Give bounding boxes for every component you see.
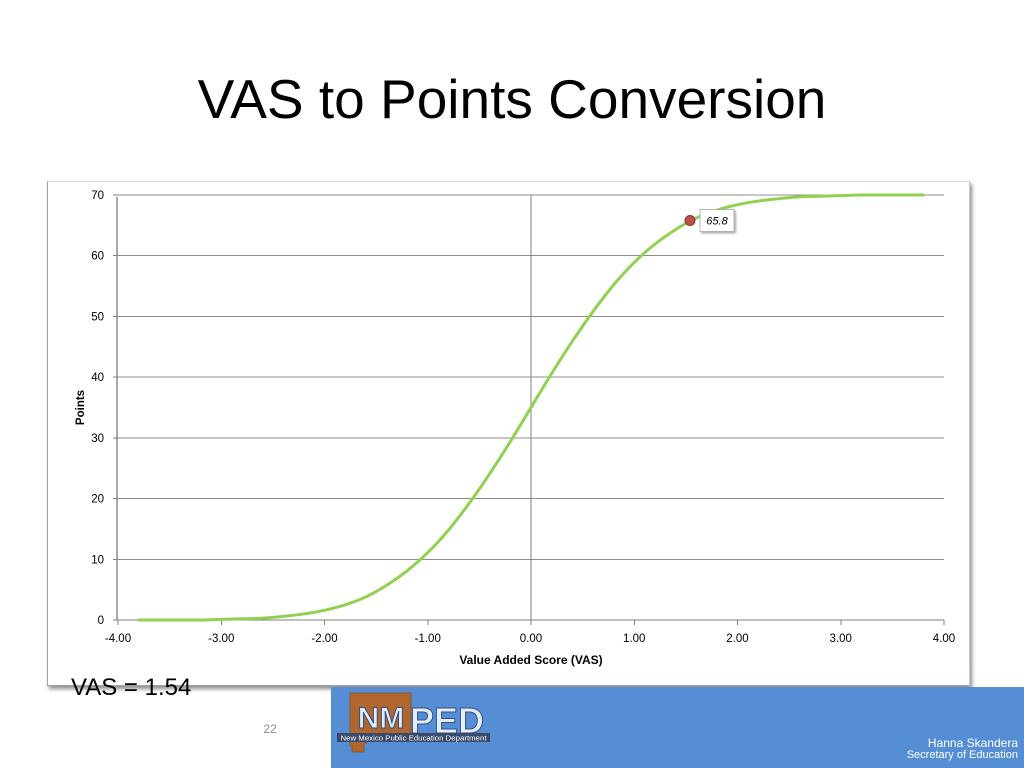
y-tick-label: 20 [91,494,104,506]
y-tick-label: 70 [91,190,104,202]
data-label: 65.8 [706,216,728,228]
series-layer [137,193,925,622]
logo-tagline: New Mexico Public Education Department [341,733,487,742]
y-tick-label: 40 [91,372,104,384]
highlight-marker [684,215,696,226]
page-number: 22 [263,722,277,736]
y-tick-label: 30 [91,433,104,445]
labels-layer: 0 10 20 30 40 50 60 70 -4.00 -3.00 -2.00 -1.00 0.00 1… [75,190,955,667]
y-tick-label: 10 [91,554,104,566]
x-tick-label: -2.00 [311,633,337,645]
footer-banner: NM PED New Mexico Public Education Depar… [331,687,1024,768]
slide-title: VAS to Points Conversion [197,68,827,130]
logo-mark: NM [358,702,405,735]
presenter-role: Secretary of Education [906,749,1018,761]
x-tick-label: -1.00 [415,633,441,645]
data-label-box [699,209,735,232]
series-line [137,193,925,622]
y-tick-label: 50 [91,311,104,323]
nmped-logo: NM PED New Mexico Public Education Depar… [337,692,490,753]
y-axis-title: Points [75,390,87,425]
x-tick-label: 1.00 [623,633,645,645]
x-tick-label: -3.00 [208,633,234,645]
x-tick-label: 3.00 [830,633,852,645]
x-axis-title: Value Added Score (VAS) [459,653,602,667]
logo-tagline-strip [337,733,490,742]
x-tick-label: -4.00 [105,633,131,645]
y-tick-label: 60 [91,251,104,263]
y-tick-label: 0 [98,615,104,627]
vas-annotation: VAS = 1.54 [71,674,192,701]
x-tick-label: 4.00 [933,633,955,645]
x-tick-label: 0.00 [520,633,542,645]
presenter-name: Hanna Skandera [927,736,1018,750]
chart-frame[interactable]: 0 10 20 30 40 50 60 70 -4.00 -3.00 -2.00 -1.00 0.00 1… [47,181,970,686]
chart: 0 10 20 30 40 50 60 70 -4.00 -3.00 -2.00 -1.00 0.00 1… [75,190,955,667]
x-tick-label: 2.00 [726,633,748,645]
